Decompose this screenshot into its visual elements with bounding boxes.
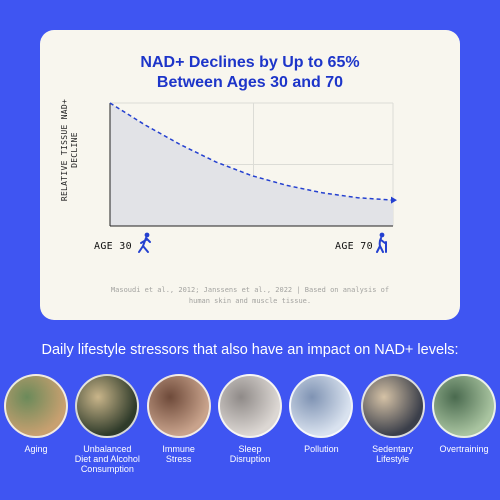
- stressor-label: Sleep Disruption: [215, 444, 285, 464]
- stressor-label-line: Lifestyle: [376, 454, 410, 464]
- stressor-label: Pollution: [286, 444, 356, 454]
- stressor-label-line: Stress: [165, 454, 192, 464]
- chart-plot: [109, 102, 397, 253]
- chart-title-line-2: Between Ages 30 and 70: [156, 74, 344, 91]
- area-fill: [110, 103, 393, 226]
- aging-photo: [4, 374, 68, 438]
- chart-title-line-1: NAD+ Declines by Up to 65%: [140, 54, 360, 71]
- stressor-item: Overtraining: [429, 374, 499, 454]
- stressors-heading: Daily lifestyle stressors that also have…: [41, 342, 459, 358]
- stressor-label-line: Consumption: [80, 464, 134, 474]
- x-end-label: AGE 70: [335, 241, 373, 252]
- stressor-label-line: Sleep: [238, 444, 262, 454]
- x-start-label: AGE 30: [94, 241, 132, 252]
- stressor-label: Sedentary Lifestyle: [358, 444, 428, 464]
- stressor-label: Aging: [1, 444, 71, 454]
- stressor-item: Sedentary Lifestyle: [358, 374, 428, 464]
- source-line: Masoudi et al., 2012; Janssens et al., 2…: [110, 286, 390, 294]
- sleep-disruption-photo: [218, 374, 282, 438]
- stressor-item: Aging: [1, 374, 71, 454]
- elderly-person-cane-icon: [376, 232, 387, 253]
- diet-alcohol-photo: [75, 374, 140, 438]
- chart-card: NAD+ Declines by Up to 65% Between Ages …: [40, 30, 460, 320]
- sedentary-lifestyle-photo: [360, 374, 425, 438]
- stressor-item: Pollution: [286, 374, 356, 454]
- pollution-photo: [289, 374, 354, 438]
- stressor-label-line: Immune: [162, 444, 195, 454]
- stressor-label-line: Diet and Alcohol: [74, 454, 140, 464]
- stressor-label-line: Aging: [24, 444, 48, 454]
- walking-person-icon: [138, 232, 151, 253]
- stressor-item: Sleep Disruption: [215, 374, 285, 464]
- stressor-label-line: Sedentary: [372, 444, 414, 454]
- stressor-item: Immune Stress: [144, 374, 214, 464]
- source-line: human skin and muscle tissue.: [188, 297, 312, 305]
- source-note: Masoudi et al., 2012; Janssens et al., 2…: [100, 285, 400, 307]
- overtraining-photo: [432, 374, 496, 438]
- stressor-label-line: Disruption: [229, 454, 271, 464]
- stressor-label: Unbalanced Diet and Alcohol Consumption: [72, 444, 142, 474]
- stressor-label: Overtraining: [429, 444, 499, 454]
- series-arrow: [391, 196, 397, 204]
- stressor-label-line: Overtraining: [439, 444, 489, 454]
- stressor-item: Unbalanced Diet and Alcohol Consumption: [72, 374, 142, 474]
- immune-stress-photo: [146, 374, 211, 438]
- stressor-label-line: Unbalanced: [83, 444, 132, 454]
- stressor-label: Immune Stress: [144, 444, 214, 464]
- y-axis-label: RELATIVE TISSUE NAD+ DECLINE: [60, 98, 79, 202]
- stressor-label-line: Pollution: [304, 444, 339, 454]
